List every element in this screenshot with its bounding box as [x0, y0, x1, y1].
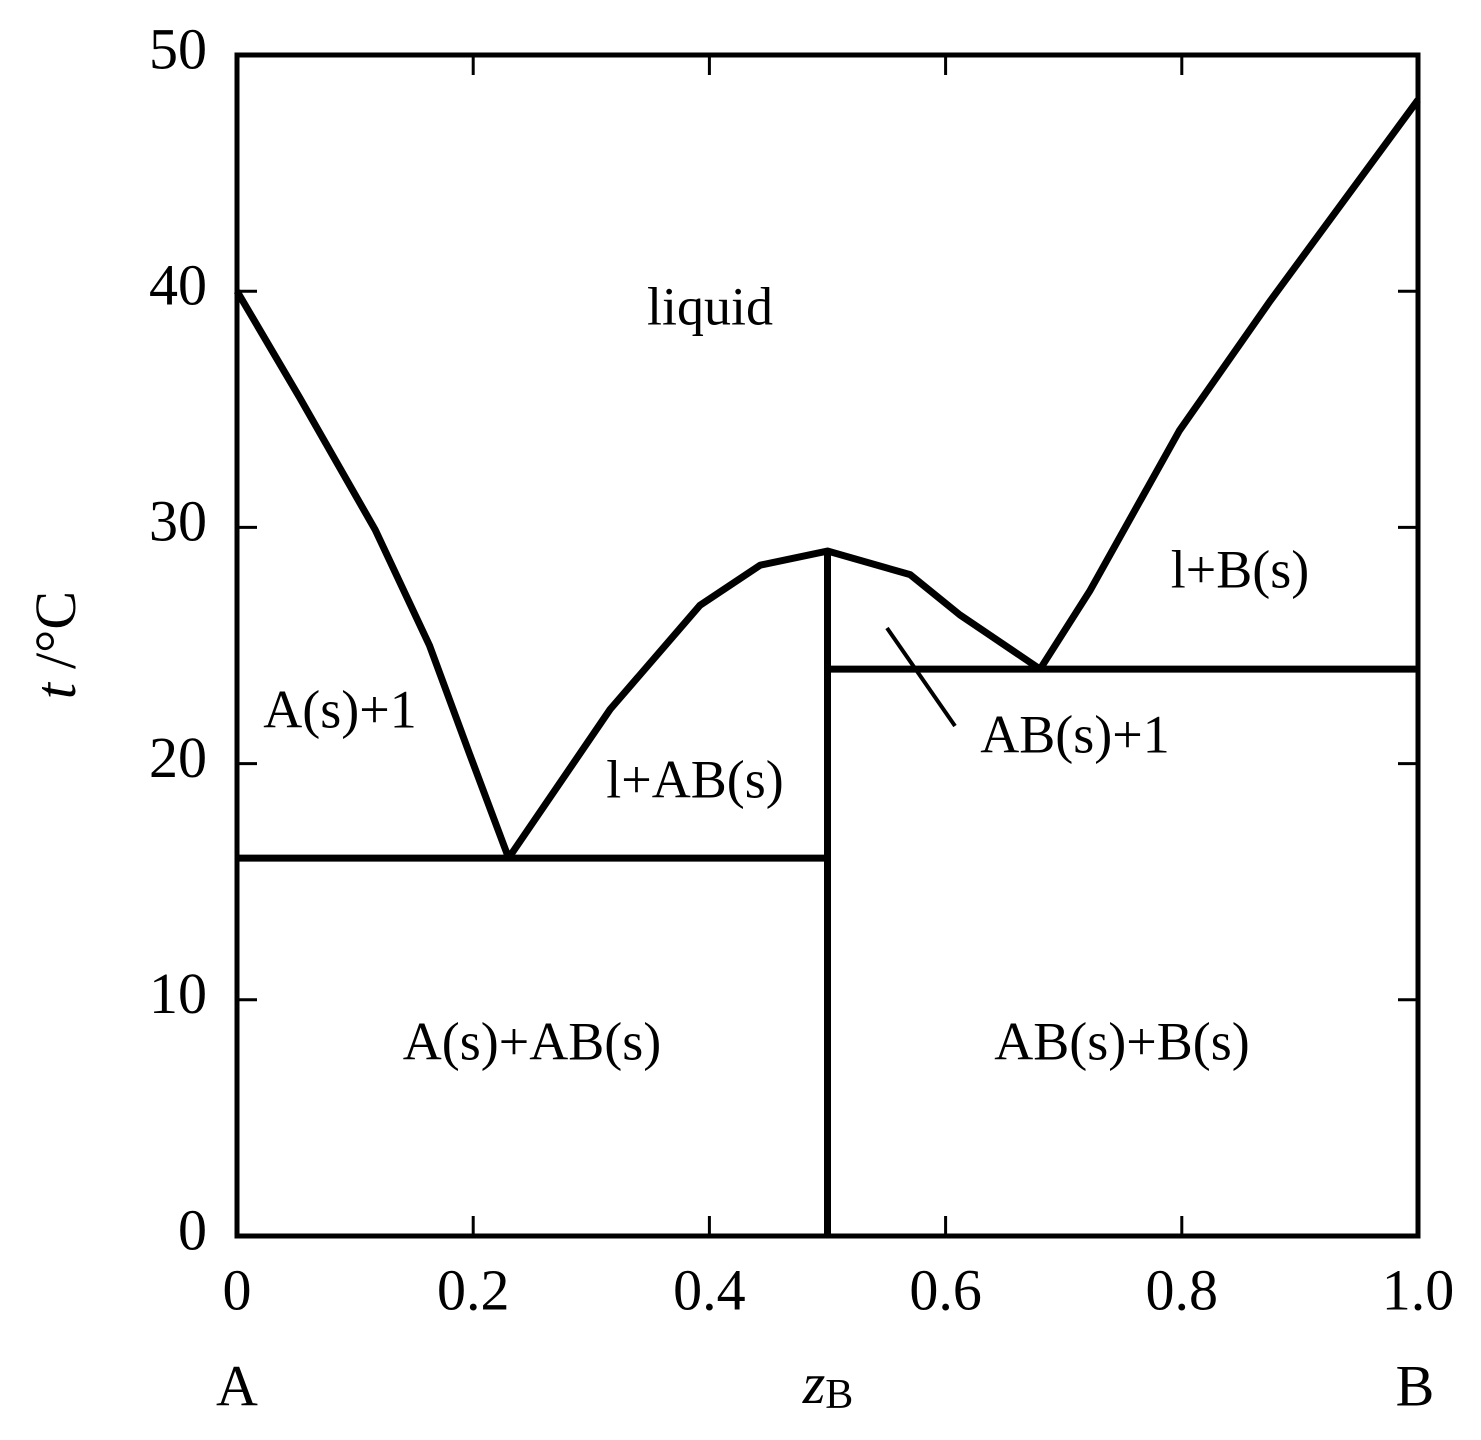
region-label: l+AB(s) [606, 749, 783, 809]
y-label-rest: /°C [23, 591, 88, 669]
x-tick-label: 0.4 [673, 1257, 746, 1322]
y-label-symbol: t [23, 681, 88, 699]
x-end-label: A [216, 1353, 258, 1418]
phase-boundary [233, 289, 512, 860]
x-tick-label: 0.8 [1146, 1257, 1219, 1322]
x-tick-label: 0.6 [909, 1257, 982, 1322]
x-tick-label: 0 [223, 1257, 252, 1322]
x-tick-label: 1.0 [1382, 1257, 1455, 1322]
x-label-symbol: z [802, 1351, 826, 1416]
region-label: liquid [647, 276, 773, 336]
x-end-label: B [1396, 1353, 1435, 1418]
x-label-subscript: B [825, 1372, 853, 1418]
y-tick-label: 10 [149, 961, 207, 1026]
y-axis-label: t /°C [23, 591, 88, 699]
y-tick-label: 30 [149, 489, 207, 554]
y-tick-label: 0 [178, 1197, 207, 1262]
y-tick-label: 20 [149, 725, 207, 790]
region-label: AB(s)+1 [980, 704, 1169, 764]
leader-line [885, 626, 957, 728]
y-tick-label: 40 [149, 253, 207, 318]
y-tick-label: 50 [149, 16, 207, 81]
region-label: A(s)+1 [263, 679, 416, 739]
x-tick-label: 0.2 [437, 1257, 510, 1322]
phase-boundary [505, 547, 1043, 861]
region-label: l+B(s) [1171, 539, 1309, 599]
x-axis-label: zB [802, 1351, 854, 1417]
region-label: A(s)+AB(s) [403, 1011, 661, 1071]
region-label: AB(s)+B(s) [994, 1011, 1249, 1071]
phase-boundary [1037, 97, 1421, 671]
